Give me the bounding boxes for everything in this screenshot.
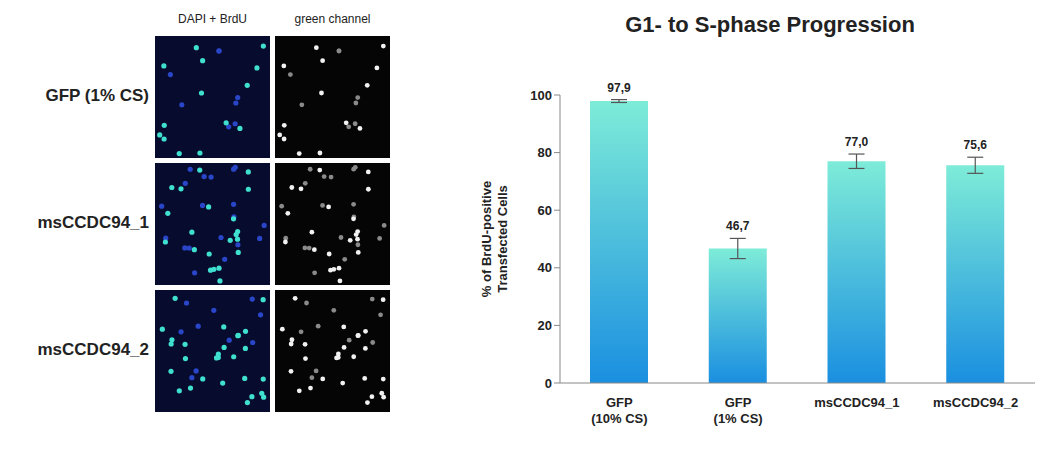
svg-text:75,6: 75,6 [964,138,988,152]
svg-text:97,9: 97,9 [607,81,631,95]
svg-text:46,7: 46,7 [726,219,750,233]
html-text:msCCDC94_2: msCCDC94_2 [37,340,149,359]
svg-text:0: 0 [545,376,552,391]
svg-text:Transfected Cells: Transfected Cells [495,185,510,293]
html-text:DAPI + BrdU: DAPI + BrdU [178,12,247,26]
svg-text:msCCDC94_1: msCCDC94_1 [814,395,899,410]
html-text:GFP (1% CS): GFP (1% CS) [45,86,149,105]
svg-text:GFP(1% CS): GFP(1% CS) [714,395,763,426]
html-text:green channel: green channel [294,12,371,26]
svg-text:40: 40 [538,260,552,275]
svg-text:77,0: 77,0 [845,135,869,149]
svg-text:60: 60 [538,203,552,218]
svg-text:80: 80 [538,145,552,160]
svg-text:20: 20 [538,318,552,333]
html-text:G1- to S-phase Progression: G1- to S-phase Progression [625,12,915,37]
svg-text:GFP(10% CS): GFP(10% CS) [591,395,647,426]
html-text:msCCDC94_1: msCCDC94_1 [37,213,149,232]
svg-text:100: 100 [530,88,552,103]
svg-text:% of BrdU-positive: % of BrdU-positive [479,181,494,297]
svg-text:msCCDC94_2: msCCDC94_2 [933,395,1018,410]
